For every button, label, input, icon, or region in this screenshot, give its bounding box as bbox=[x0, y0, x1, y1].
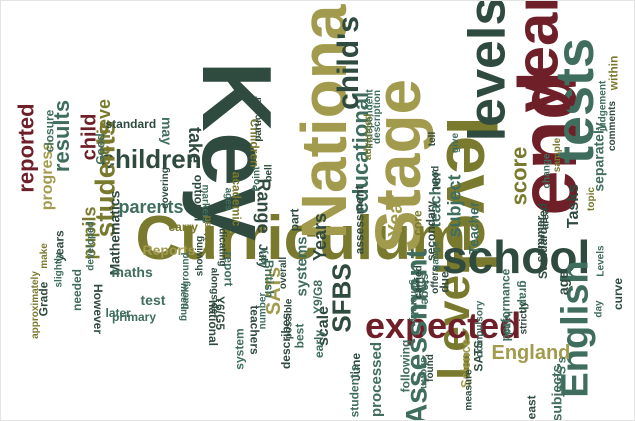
cloud-word: later bbox=[105, 306, 131, 320]
cloud-word: overall bbox=[278, 256, 290, 290]
cloud-word: Curriculum bbox=[135, 204, 467, 273]
cloud-word: take bbox=[185, 126, 206, 164]
cloud-word: expected bbox=[365, 305, 522, 346]
cloud-word: possible bbox=[282, 298, 294, 340]
cloud-word: curve bbox=[611, 277, 626, 311]
cloud-word: separately bbox=[590, 122, 607, 192]
cloud-word: background bbox=[180, 252, 192, 310]
cloud-word: processed bbox=[367, 341, 385, 417]
cloud-word: area bbox=[539, 208, 551, 230]
cloud-word: core bbox=[410, 210, 425, 236]
cloud-word: found bbox=[424, 354, 436, 382]
cloud-word: carry bbox=[168, 220, 198, 234]
cloud-word: ages bbox=[221, 187, 233, 211]
cloud-word: primary bbox=[112, 310, 157, 324]
cloud-word: gauge bbox=[430, 241, 442, 271]
cloud-word: Reports bbox=[142, 242, 196, 258]
cloud-word: developed bbox=[85, 221, 97, 271]
cloud-word: early bbox=[312, 329, 327, 359]
cloud-word: advanced bbox=[363, 113, 375, 161]
cloud-word: Point bbox=[251, 166, 262, 192]
cloud-word: alongside bbox=[207, 267, 219, 315]
cloud-word: Years bbox=[310, 212, 331, 262]
cloud-word: sample bbox=[552, 137, 564, 173]
cloud-word: tell bbox=[427, 131, 439, 147]
cloud-word: following bbox=[397, 339, 412, 393]
cloud-word: number bbox=[256, 292, 268, 330]
cloud-word: bell bbox=[263, 164, 275, 182]
cloud-word: indicating bbox=[216, 219, 228, 267]
cloud-word: comments bbox=[607, 100, 619, 152]
cloud-word: least bbox=[524, 395, 539, 421]
cloud-word: Year bbox=[385, 194, 408, 238]
cloud-word: Mathematics bbox=[105, 190, 122, 276]
cloud-word: standard bbox=[105, 117, 157, 131]
cloud-word: subject bbox=[444, 174, 465, 238]
cloud-word: reported bbox=[13, 103, 39, 193]
cloud-word: test bbox=[140, 292, 166, 308]
cloud-word: description bbox=[371, 90, 383, 144]
cloud-word: best bbox=[291, 323, 306, 349]
cloud-word: SFS's bbox=[553, 356, 568, 390]
cloud-word: Teacher bbox=[464, 201, 481, 255]
cloud-word: parents bbox=[118, 197, 184, 217]
cloud-word: Good bbox=[93, 133, 108, 165]
cloud-word: day bbox=[593, 300, 605, 318]
cloud-word: closure bbox=[41, 109, 56, 153]
cloud-word: England bbox=[491, 342, 571, 364]
cloud-word: needed bbox=[70, 268, 85, 312]
cloud-word: within bbox=[605, 55, 620, 91]
cloud-word: maths bbox=[111, 264, 153, 280]
cloud-word: covering bbox=[159, 167, 171, 209]
cloud-word: SFBS bbox=[326, 263, 357, 333]
cloud-word: key bbox=[257, 248, 269, 266]
cloud-word: hand bbox=[501, 311, 513, 335]
cloud-word: slightly bbox=[53, 252, 65, 288]
cloud-word: point bbox=[430, 165, 442, 191]
cloud-word: However bbox=[91, 283, 106, 335]
cloud-word: levels bbox=[457, 0, 516, 142]
cloud-word: change bbox=[541, 153, 553, 189]
cloud-word: assessment bbox=[351, 185, 366, 255]
cloud-word: part bbox=[286, 208, 301, 232]
cloud-word: score bbox=[505, 146, 531, 206]
cloud-word: carried bbox=[413, 265, 425, 299]
cloud-word: student's bbox=[346, 364, 361, 418]
cloud-word: Y9/G8 bbox=[311, 279, 326, 315]
cloud-word: child's bbox=[331, 16, 365, 110]
cloud-word: compulsory bbox=[473, 300, 485, 358]
cloud-word: Tasks bbox=[565, 183, 583, 229]
cloud-word: topic bbox=[585, 187, 597, 211]
cloud-word: system bbox=[232, 328, 247, 370]
cloud-word: give bbox=[450, 132, 462, 154]
cloud-word: strictly bbox=[517, 301, 529, 335]
cloud-word: particular bbox=[252, 96, 264, 142]
cloud-word: may bbox=[159, 116, 176, 146]
cloud-word: approximately bbox=[29, 271, 41, 339]
cloud-word: showing bbox=[193, 235, 205, 277]
cloud-word: measure bbox=[463, 369, 475, 411]
cloud-word: school bbox=[442, 231, 591, 283]
cloud-word: make bbox=[38, 243, 50, 269]
cloud-word: systems bbox=[293, 235, 311, 297]
cloud-word: age bbox=[555, 270, 572, 296]
cloud-word: Levels bbox=[595, 245, 607, 277]
cloud-word: children bbox=[100, 144, 202, 174]
